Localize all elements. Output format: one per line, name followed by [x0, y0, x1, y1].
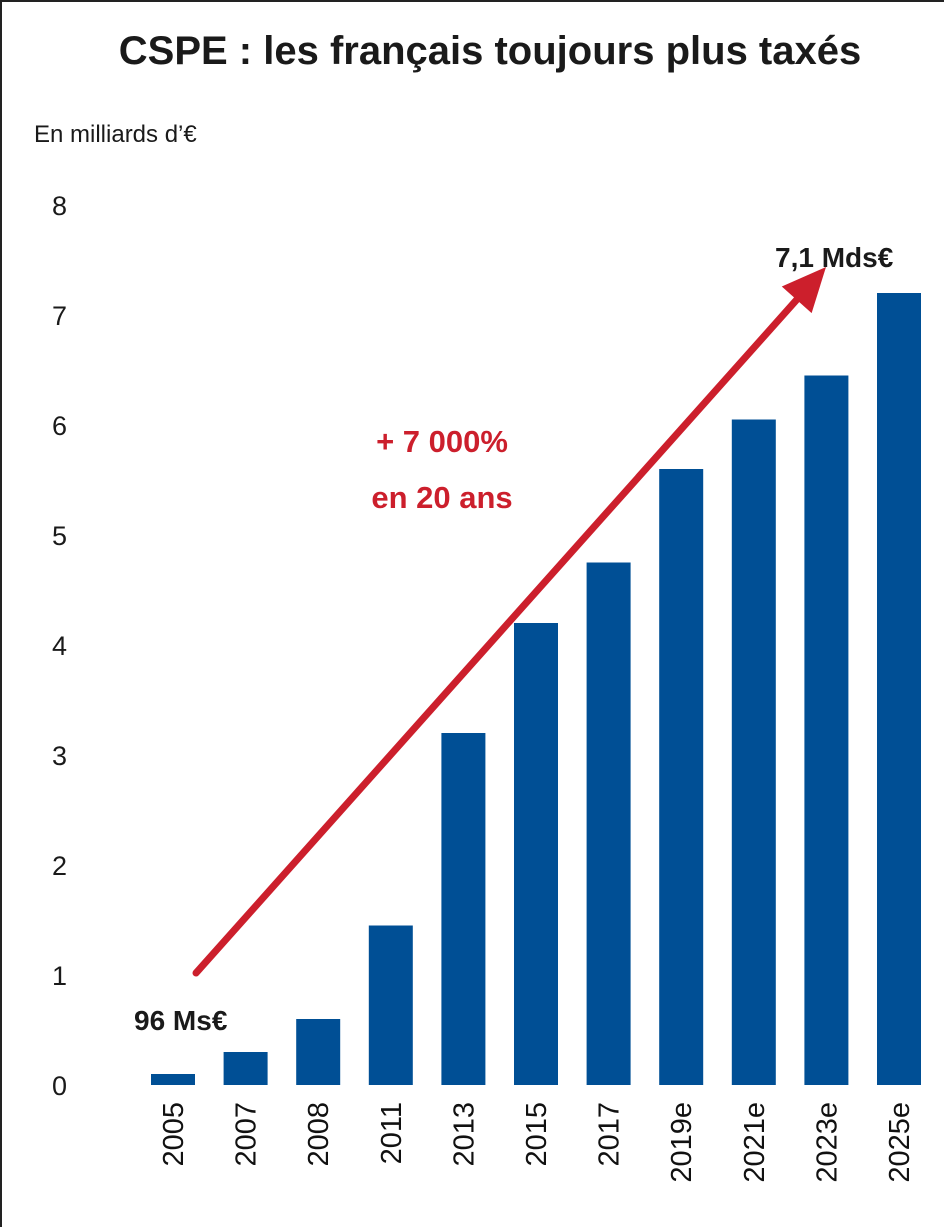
y-tick-label: 5: [52, 521, 67, 551]
x-tick-label: 2017: [594, 1102, 626, 1167]
x-tick-label: 2007: [231, 1102, 263, 1167]
x-tick-label: 2011: [376, 1102, 408, 1164]
chart-title: CSPE : les français toujours plus taxés: [119, 29, 861, 73]
y-tick-label: 1: [52, 961, 67, 991]
bar-2008: [296, 1019, 341, 1085]
y-tick-label: 4: [52, 631, 67, 661]
bar-2019e: [659, 469, 704, 1085]
x-tick-label: 2023e: [811, 1102, 843, 1183]
unit-label: En milliards d’€: [34, 121, 197, 148]
bar-2015: [514, 623, 558, 1085]
x-tick-label: 2019e: [666, 1102, 698, 1183]
growth-arrow-head: [781, 267, 826, 314]
bar-2017: [586, 562, 631, 1085]
y-tick-label: 3: [52, 741, 67, 771]
bar-2021e: [731, 419, 776, 1085]
growth-label-line1: + 7 000%: [376, 424, 508, 459]
growth-label-line2: en 20 ans: [371, 480, 512, 515]
y-axis: 0 1 2 3 4 5 6 7 8: [52, 191, 67, 1101]
x-axis: 2005 2007 2008 2011 2013 2015 2017 2019e 2021e 20…: [158, 1102, 916, 1183]
start-value-label: 96 Ms€: [134, 1005, 228, 1036]
bar-2023e: [804, 375, 849, 1085]
y-tick-label: 2: [52, 851, 67, 881]
y-tick-label: 0: [52, 1071, 67, 1101]
x-tick-label: 2015: [521, 1102, 553, 1167]
end-value-label: 7,1 Mds€: [775, 242, 894, 273]
bar-2011: [368, 925, 413, 1085]
y-tick-label: 8: [52, 191, 67, 221]
x-tick-label: 2013: [448, 1102, 480, 1167]
bar-2013: [441, 733, 486, 1085]
bar-2007: [223, 1052, 268, 1085]
x-tick-label: 2008: [303, 1102, 335, 1167]
y-tick-label: 6: [52, 411, 67, 441]
x-tick-label: 2021e: [739, 1102, 771, 1183]
bar-2025e: [877, 293, 921, 1085]
x-tick-label: 2005: [158, 1102, 190, 1167]
y-tick-label: 7: [52, 301, 67, 331]
x-tick-label: 2025e: [884, 1102, 916, 1183]
bars: [151, 293, 921, 1085]
growth-arrow: [192, 292, 804, 977]
bar-2005: [151, 1074, 195, 1085]
